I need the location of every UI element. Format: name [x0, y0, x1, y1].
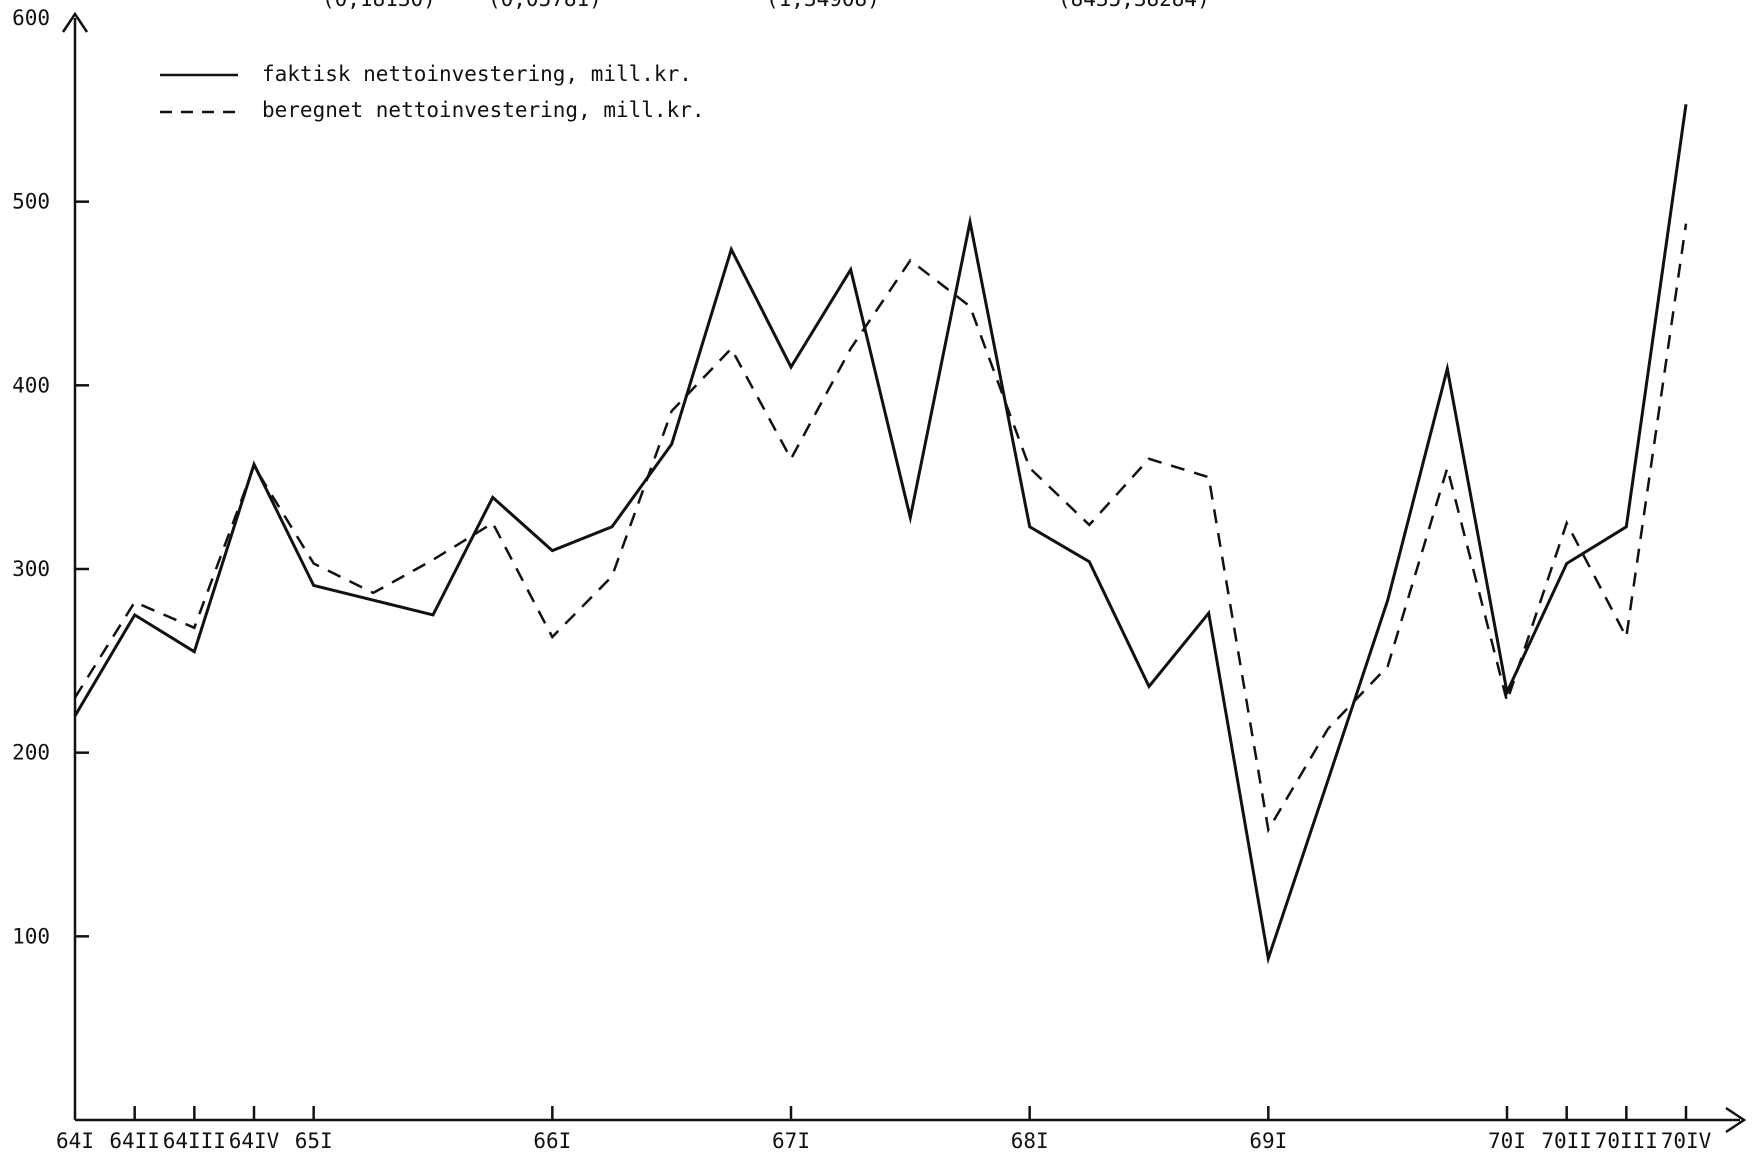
x-tick-label: 70I	[1488, 1129, 1526, 1153]
y-axis-arrow-icon	[61, 11, 89, 33]
top-fragment-1: (0,18130)	[322, 0, 436, 11]
x-tick-label: 70IV	[1661, 1129, 1712, 1153]
top-fragments: (0,18130) (0,05781) (1,34908) (8435,3828…	[322, 0, 1210, 11]
legend-label-beregnet: beregnet nettoinvestering, mill.kr.	[262, 98, 705, 122]
y-tick-label: 200	[12, 741, 50, 765]
x-axis-arrow-icon	[1725, 1106, 1747, 1134]
x-tick-label: 64II	[109, 1129, 160, 1153]
series-layer	[73, 104, 1688, 965]
legend: faktisk nettoinvestering, mill.kr. bereg…	[160, 62, 705, 122]
y-tick-label: 600	[12, 6, 50, 30]
x-tick-label: 70III	[1595, 1129, 1658, 1153]
legend-label-faktisk: faktisk nettoinvestering, mill.kr.	[262, 62, 692, 86]
x-ticks: 64I 64II 64III 64IV 65I 66I 67I 68I 69I 70I 70II 70…	[56, 1106, 1712, 1153]
x-tick-label: 64IV	[229, 1129, 280, 1153]
x-tick-label: 68I	[1011, 1129, 1049, 1153]
top-fragment-3: (1,34908)	[766, 0, 880, 11]
y-tick-label: 100	[12, 924, 50, 948]
series-line-faktisk	[73, 104, 1688, 965]
x-tick-label: 64I	[56, 1129, 94, 1153]
x-tick-label: 66I	[533, 1129, 571, 1153]
x-tick-label: 65I	[295, 1129, 333, 1153]
x-tick-label: 69I	[1249, 1129, 1287, 1153]
series-line-beregnet	[73, 223, 1688, 834]
axes	[61, 11, 1747, 1134]
x-tick-label: 64III	[163, 1129, 226, 1153]
y-tick-label: 500	[12, 190, 50, 214]
top-fragment-4: (8435,38284)	[1058, 0, 1210, 11]
y-ticks: 100 200 300 400 500 600	[12, 6, 89, 948]
x-tick-label: 70II	[1541, 1129, 1592, 1153]
y-tick-label: 300	[12, 557, 50, 581]
x-tick-label: 67I	[772, 1129, 810, 1153]
y-tick-label: 400	[12, 373, 50, 397]
top-fragment-2: (0,05781)	[488, 0, 602, 11]
